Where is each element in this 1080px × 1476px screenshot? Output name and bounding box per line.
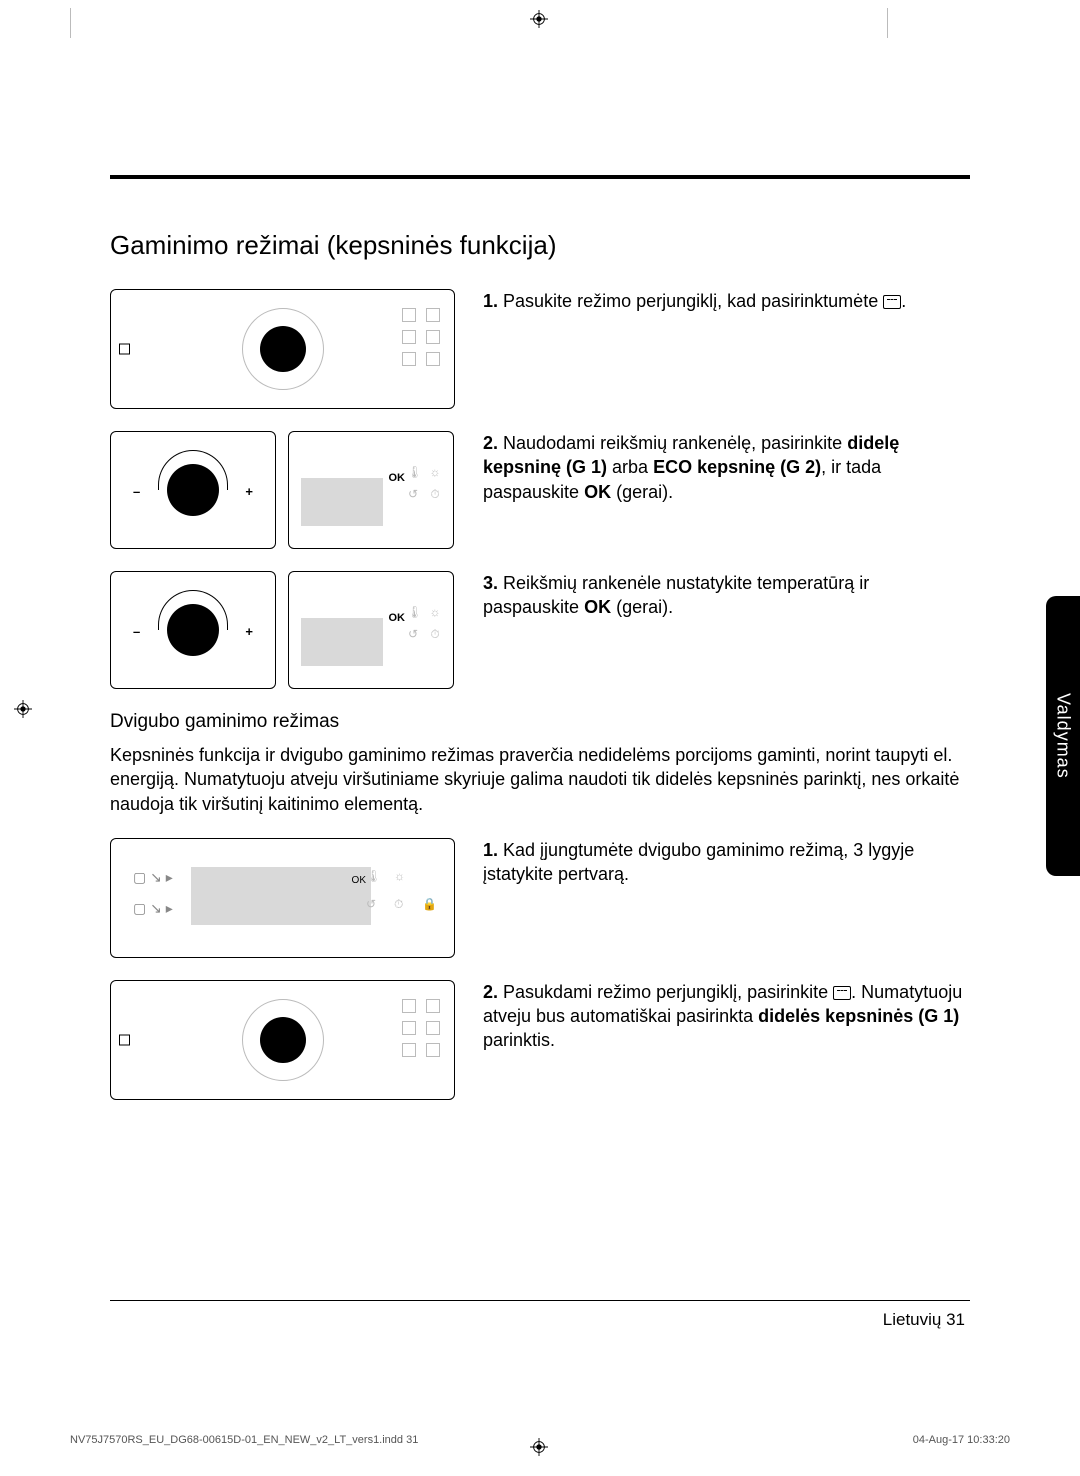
value-dial-diagram: –+ (110, 571, 276, 689)
section-tab-label: Valdymas (1053, 693, 1074, 779)
panel-mini-icons: 🌡☼ ↺⏱ (407, 466, 441, 500)
footer-divider (110, 1300, 970, 1301)
mode-dial (260, 326, 306, 372)
step-body: . (901, 291, 906, 311)
step-row: 1. Pasukite režimo perjungiklį, kad pasi… (110, 289, 970, 409)
step-text: 1. Pasukite režimo perjungiklį, kad pasi… (483, 289, 970, 313)
step-number: 3. (483, 573, 498, 593)
display-diagram: OK 🌡☼ ↺⏱ (288, 571, 454, 689)
step-row: 2. Pasukdami režimo perjungiklį, pasirin… (110, 980, 970, 1100)
display-screen (301, 618, 383, 666)
section-tab: Valdymas (1046, 596, 1080, 876)
crop-mark (70, 8, 71, 38)
grill-mode-icon (119, 1034, 130, 1045)
step-text: 3. Reikšmių rankenėle nustatykite temper… (483, 571, 970, 620)
registration-icon (530, 1438, 548, 1456)
step-row: –+ OK 🌡☼ ↺⏱ 3. Reikšmių rankenėle nustat… (110, 571, 970, 689)
page-footer: Lietuvių 31 (883, 1310, 965, 1330)
figure (110, 289, 455, 409)
value-dial-diagram: –+ (110, 431, 276, 549)
step-row: –+ OK 🌡☼ ↺⏱ 2. Naudodami reikšmių ranken… (110, 431, 970, 549)
print-metadata: NV75J7570RS_EU_DG68-00615D-01_EN_NEW_v2_… (70, 1434, 418, 1446)
step-number: 1. (483, 840, 498, 860)
figure-pair: –+ OK 🌡☼ ↺⏱ (110, 431, 455, 549)
registration-icon (14, 700, 32, 718)
panel-mini-icons: 🌡☼ ↺⏱🔒 (366, 869, 436, 912)
panel-mini-icons: 🌡☼ ↺⏱ (407, 606, 441, 640)
step-body: Pasukite režimo perjungiklį, kad pasirin… (503, 291, 883, 311)
paragraph: Kepsninės funkcija ir dvigubo gaminimo r… (110, 743, 970, 816)
control-panel-diagram (110, 980, 455, 1100)
display-diagram: OK 🌡☼ ↺⏱ (288, 431, 454, 549)
step-text: 2. Naudodami reikšmių rankenėlę, pasirin… (483, 431, 970, 504)
grill-inline-icon (833, 986, 851, 1000)
display-screen (191, 867, 371, 925)
step-row: ▢ ↘ ▸ ▢ ↘ ▸ OK 🌡☼ ↺⏱🔒 1. Kad įjungtumėte… (110, 838, 970, 958)
figure-pair: –+ OK 🌡☼ ↺⏱ (110, 571, 455, 689)
control-panel-diagram (110, 289, 455, 409)
step-text: 1. Kad įjungtumėte dvigubo gaminimo reži… (483, 838, 970, 887)
grill-inline-icon (883, 295, 901, 309)
figure: ▢ ↘ ▸ ▢ ↘ ▸ OK 🌡☼ ↺⏱🔒 (110, 838, 455, 958)
ok-label: OK (389, 612, 406, 624)
display-wide-diagram: ▢ ↘ ▸ ▢ ↘ ▸ OK 🌡☼ ↺⏱🔒 (110, 838, 455, 958)
step-number: 1. (483, 291, 498, 311)
figure (110, 980, 455, 1100)
print-metadata: 04-Aug-17 10:33:20 (913, 1434, 1010, 1446)
registration-icon (530, 10, 548, 28)
panel-icons (402, 308, 440, 366)
panel-icons (402, 999, 440, 1057)
insert-arrows: ▢ ↘ ▸ ▢ ↘ ▸ (133, 869, 173, 917)
step-number: 2. (483, 433, 498, 453)
subsection-heading: Dvigubo gaminimo režimas (110, 711, 970, 733)
display-screen (301, 478, 383, 526)
crop-mark (887, 8, 888, 38)
ok-label: OK (352, 875, 366, 886)
step-number: 2. (483, 982, 498, 1002)
page-content: Gaminimo režimai (kepsninės funkcija) 1.… (110, 170, 970, 1122)
ok-label: OK (389, 472, 406, 484)
section-heading: Gaminimo režimai (kepsninės funkcija) (110, 230, 970, 261)
grill-mode-icon (119, 344, 130, 355)
step-text: 2. Pasukdami režimo perjungiklį, pasirin… (483, 980, 970, 1053)
mode-dial (260, 1017, 306, 1063)
